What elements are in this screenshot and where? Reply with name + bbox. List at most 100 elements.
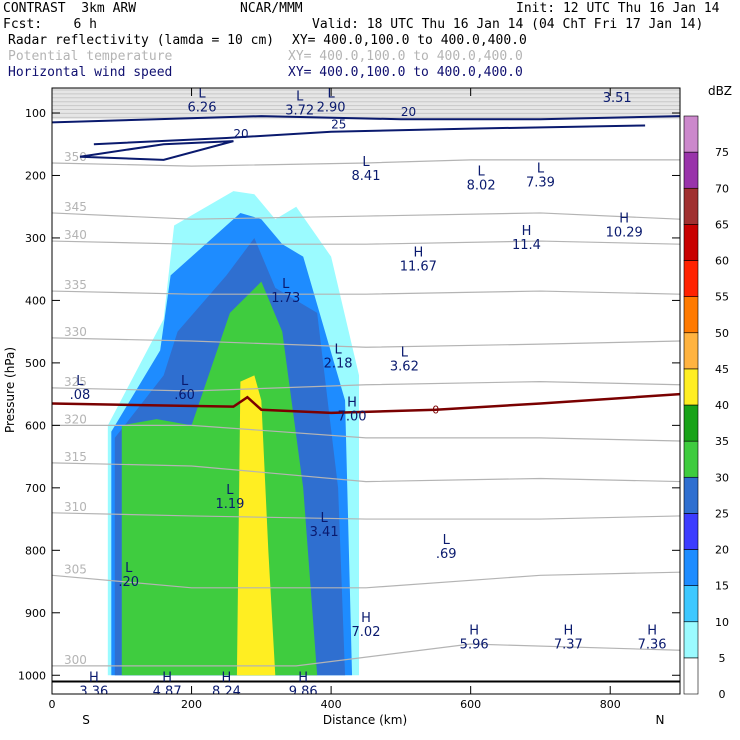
extremum-marker: L bbox=[443, 533, 451, 548]
extremum-value: 8.02 bbox=[467, 178, 496, 193]
plot-layer: 350 345 340 335 330 325 320 315 310 305 300 20 25 20 0… bbox=[52, 77, 680, 700]
colorbar-level-label: 70 bbox=[715, 182, 729, 195]
colorbar-level-label: 0 bbox=[719, 688, 726, 701]
colorbar-level-label: 45 bbox=[715, 363, 729, 376]
colorbar-level-label: 5 bbox=[719, 652, 726, 665]
colorbar-level-label: 20 bbox=[715, 544, 729, 557]
colorbar-level-label: 55 bbox=[715, 291, 729, 304]
y-tick-label: 400 bbox=[25, 294, 46, 307]
extremum-value: 7.37 bbox=[554, 638, 583, 653]
colorbar-swatch bbox=[683, 151, 699, 189]
extremum-value: 11.4 bbox=[512, 238, 541, 253]
extremum-marker: H bbox=[298, 671, 308, 686]
init-time: Init: 12 UTC Thu 16 Jan 14 bbox=[516, 1, 720, 16]
extremum-value: 8.24 bbox=[212, 685, 241, 700]
extremum-marker: L bbox=[181, 374, 189, 389]
colorbar-level-label: 15 bbox=[715, 580, 729, 593]
extremum-marker: L bbox=[614, 77, 622, 92]
title-model: CONTRAST 3km ARW bbox=[3, 1, 137, 16]
extremum-marker: L bbox=[226, 483, 234, 498]
colorbar-level-label: 25 bbox=[715, 507, 729, 520]
freezing-level-label: 0 bbox=[432, 404, 439, 417]
theta-contour-label: 340 bbox=[64, 228, 87, 242]
field-theta-xy: XY= 400.0,100.0 to 400.0,400.0 bbox=[288, 49, 523, 64]
extremum-marker: L bbox=[296, 89, 304, 104]
field-reflectivity: Radar reflectivity (lamda = 10 cm) bbox=[8, 33, 275, 48]
colorbar-level-label: 60 bbox=[715, 255, 729, 268]
colorbar-level-label: 30 bbox=[715, 471, 729, 484]
extremum-value: 3.62 bbox=[390, 360, 419, 375]
y-axis-label: Pressure (hPa) bbox=[3, 347, 17, 433]
colorbar-unit: dBZ bbox=[708, 84, 732, 98]
extremum-marker: H bbox=[162, 671, 172, 686]
colorbar: 0 5 10 15 20 25 30 35 40 45 50 55 60 65 70 75 bbox=[683, 115, 729, 701]
extremum-value: .69 bbox=[436, 547, 457, 562]
extremum-marker: H bbox=[361, 611, 371, 626]
x-end-label-right: N bbox=[656, 713, 665, 727]
extremum-marker: L bbox=[321, 511, 329, 526]
extremum-value: 11.67 bbox=[400, 260, 437, 275]
extremum-marker: L bbox=[76, 374, 84, 389]
y-tick-label: 1000 bbox=[18, 669, 46, 682]
wind-contour bbox=[93, 124, 646, 146]
y-tick-label: 300 bbox=[25, 232, 46, 245]
extremum-marker: H bbox=[522, 224, 532, 239]
theta-contour bbox=[52, 462, 680, 483]
wind-contour-label: 20 bbox=[233, 127, 248, 141]
colorbar-level-label: 65 bbox=[715, 218, 729, 231]
title-center: NCAR/MMM bbox=[240, 1, 303, 16]
extremum-value: 3.41 bbox=[310, 525, 339, 540]
theta-contour-label: 305 bbox=[64, 562, 87, 576]
extremum-value: 10.29 bbox=[606, 225, 643, 240]
colorbar-swatch bbox=[683, 440, 699, 478]
valid-time: Valid: 18 UTC Thu 16 Jan 14 (04 ChT Fri … bbox=[312, 17, 704, 32]
extremum-marker: L bbox=[282, 277, 290, 292]
extremum-value: 7.00 bbox=[338, 410, 367, 425]
extremum-marker: H bbox=[619, 211, 629, 226]
colorbar-swatch bbox=[683, 260, 699, 297]
extremum-value: 5.96 bbox=[460, 638, 489, 653]
extremum-value: 1.73 bbox=[271, 291, 300, 306]
theta-contour bbox=[52, 212, 680, 220]
extremum-marker: L bbox=[537, 161, 545, 176]
colorbar-swatch bbox=[683, 621, 699, 659]
x-tick-label: 600 bbox=[460, 698, 481, 711]
x-tick-label: 400 bbox=[321, 698, 342, 711]
extremum-marker: L bbox=[478, 164, 486, 179]
theta-contour bbox=[52, 381, 680, 392]
y-tick-label: 100 bbox=[25, 107, 46, 120]
theta-contour bbox=[52, 240, 680, 245]
colorbar-swatch bbox=[683, 585, 699, 623]
theta-contour bbox=[52, 643, 680, 667]
theta-contour-label: 315 bbox=[64, 450, 87, 464]
extremum-value: 7.39 bbox=[526, 175, 555, 190]
wind-contour bbox=[52, 115, 680, 124]
colorbar-level-label: 75 bbox=[715, 146, 729, 159]
theta-contour bbox=[52, 290, 680, 295]
upper-band bbox=[52, 88, 680, 120]
theta-contour-label: 310 bbox=[64, 500, 87, 514]
theta-contour bbox=[52, 424, 680, 442]
colorbar-swatch bbox=[683, 115, 699, 153]
colorbar-level-label: 35 bbox=[715, 435, 729, 448]
x-tick-label: 800 bbox=[600, 698, 621, 711]
colorbar-swatch bbox=[683, 296, 699, 334]
extremum-marker: L bbox=[401, 346, 409, 361]
reflectivity-region-40dbz bbox=[236, 375, 276, 676]
extremum-value: .60 bbox=[174, 388, 195, 403]
extremum-marker: H bbox=[413, 246, 423, 261]
x-tick-label: 200 bbox=[181, 698, 202, 711]
colorbar-swatch bbox=[683, 476, 699, 514]
x-axis-label: Distance (km) bbox=[323, 713, 407, 727]
colorbar-swatch bbox=[683, 657, 699, 695]
theta-contour bbox=[52, 337, 680, 348]
theta-contour-label: 350 bbox=[64, 150, 87, 164]
extremum-marker: H bbox=[563, 624, 573, 639]
extremum-marker: H bbox=[222, 671, 232, 686]
y-tick-label: 600 bbox=[25, 419, 46, 432]
colorbar-swatch bbox=[683, 404, 699, 442]
colorbar-swatch bbox=[683, 513, 699, 550]
extremum-marker: H bbox=[469, 624, 479, 639]
colorbar-level-label: 40 bbox=[715, 399, 729, 412]
colorbar-level-label: 50 bbox=[715, 327, 729, 340]
